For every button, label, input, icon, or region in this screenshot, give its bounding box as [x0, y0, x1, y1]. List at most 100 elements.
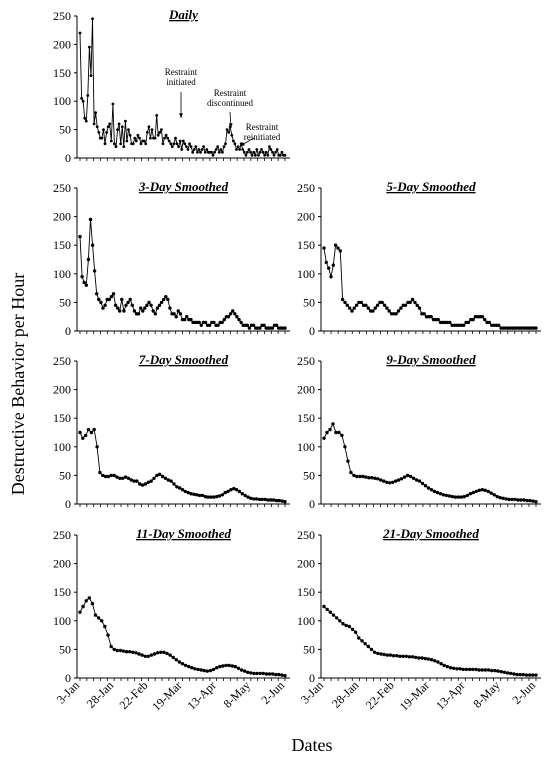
data-point [197, 320, 201, 325]
data-point [147, 300, 151, 305]
data-point [202, 145, 206, 149]
data-point [203, 320, 208, 325]
data-point [516, 498, 520, 502]
x-tick-label: 28-Jan [329, 678, 362, 711]
y-tick-label: 200 [53, 210, 71, 224]
data-point [364, 475, 368, 479]
data-point [168, 653, 172, 657]
data-point [420, 656, 424, 660]
data-point [236, 145, 240, 149]
data-point [227, 131, 231, 134]
data-point [100, 619, 104, 623]
data-point [230, 664, 234, 668]
y-axis-label: Destructive Behavior per Hour [8, 273, 28, 495]
data-point [82, 280, 86, 285]
y-tick-label: 100 [53, 267, 71, 281]
data-point [92, 122, 96, 126]
data-point [205, 148, 209, 151]
panel-title: 11-Day Smoothed [136, 526, 231, 541]
data-point [525, 498, 529, 503]
data-point [164, 133, 168, 137]
data-point [160, 128, 163, 132]
data-point [275, 148, 279, 151]
data-point [487, 320, 492, 325]
data-point [462, 494, 466, 499]
data-point [420, 312, 424, 316]
data-point [109, 644, 113, 649]
data-point [138, 136, 141, 140]
y-tick-label: 150 [297, 238, 315, 252]
data-point [177, 145, 181, 149]
data-point [221, 150, 224, 154]
data-point [164, 295, 168, 299]
data-point [395, 654, 399, 658]
data-point [324, 260, 328, 265]
x-tick-label: 2-Jun [258, 678, 287, 707]
data-point [403, 303, 408, 307]
data-point [168, 306, 172, 310]
data-point [422, 312, 426, 316]
data-point [109, 473, 114, 478]
data-point [160, 474, 165, 479]
data-point [505, 671, 510, 675]
data-point [152, 652, 157, 656]
data-point [116, 306, 120, 310]
data-point [218, 664, 222, 669]
data-point [247, 148, 251, 151]
data-point [92, 269, 97, 273]
data-point [186, 490, 190, 495]
data-point [103, 474, 108, 479]
data-point [264, 150, 268, 154]
data-point [138, 482, 142, 486]
data-point [91, 17, 94, 21]
data-point [88, 45, 91, 49]
data-point [394, 312, 398, 316]
data-point [137, 652, 141, 656]
data-point [84, 119, 88, 123]
data-point [387, 309, 391, 313]
data-point [226, 315, 231, 319]
data-point [163, 476, 168, 480]
data-point [149, 136, 152, 140]
data-point [534, 326, 538, 330]
data-point [534, 500, 538, 504]
data-point [486, 668, 491, 672]
data-point [132, 309, 137, 313]
data-point [408, 300, 412, 305]
data-point [414, 478, 419, 482]
data-point [200, 493, 205, 498]
data-point [340, 433, 344, 438]
data-point [252, 497, 256, 501]
data-point [447, 494, 452, 498]
data-point [459, 495, 464, 499]
data-point [343, 445, 347, 449]
data-point [357, 300, 361, 305]
data-point [435, 490, 440, 495]
data-point [396, 309, 401, 313]
data-point [461, 667, 465, 672]
data-point [186, 148, 190, 151]
data-point [388, 481, 392, 485]
data-point [328, 610, 332, 614]
data-point [509, 671, 513, 676]
data-point [274, 498, 279, 503]
data-point [271, 150, 274, 154]
data-point [519, 498, 523, 502]
data-point [189, 317, 193, 322]
data-point [121, 476, 125, 480]
data-point [182, 317, 187, 322]
data-point [191, 150, 195, 154]
data-point [382, 303, 387, 307]
data-point [202, 668, 206, 673]
data-point [462, 323, 466, 327]
data-point [158, 472, 162, 476]
data-point [90, 243, 95, 247]
data-point [349, 470, 353, 475]
data-point [531, 499, 535, 503]
data-point [208, 668, 213, 673]
y-tick-label: 200 [297, 383, 315, 397]
data-point [211, 153, 215, 157]
data-point [433, 659, 437, 663]
data-point [262, 323, 266, 327]
